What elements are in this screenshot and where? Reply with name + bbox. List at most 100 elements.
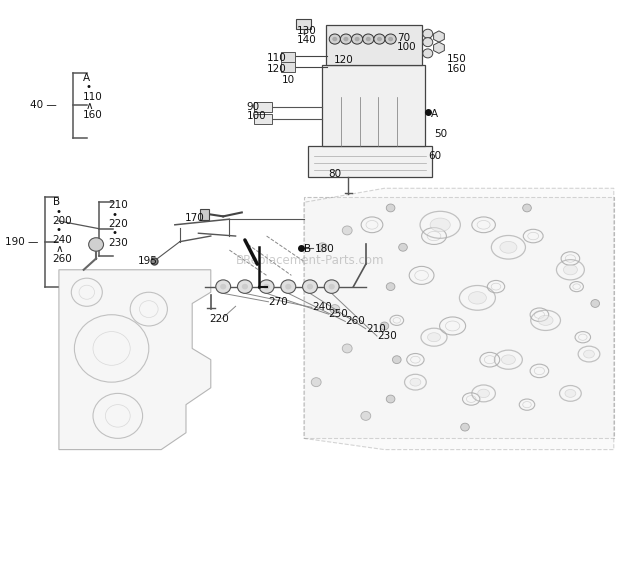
Text: 120: 120 [334, 55, 353, 65]
Circle shape [399, 243, 407, 251]
Circle shape [342, 226, 352, 235]
Text: •: • [56, 207, 62, 217]
Text: 260: 260 [53, 253, 73, 264]
Circle shape [423, 38, 433, 47]
Polygon shape [304, 188, 614, 450]
Text: B: B [53, 197, 60, 207]
Text: A: A [431, 108, 438, 119]
Text: 180: 180 [315, 244, 335, 254]
Text: 120: 120 [267, 64, 286, 74]
Text: B: B [304, 244, 311, 254]
Ellipse shape [565, 389, 576, 397]
Bar [304, 197, 614, 438]
Circle shape [423, 29, 433, 38]
Circle shape [361, 411, 371, 420]
Ellipse shape [478, 389, 490, 398]
Circle shape [386, 283, 395, 291]
Circle shape [332, 37, 337, 42]
Text: 40 —: 40 — [30, 100, 56, 110]
Bar [254, 114, 272, 124]
Text: 250: 250 [329, 309, 348, 319]
Circle shape [330, 305, 340, 314]
Text: 70: 70 [397, 33, 410, 43]
Text: 210: 210 [108, 200, 128, 210]
Ellipse shape [583, 350, 595, 358]
Polygon shape [59, 270, 211, 450]
Text: •: • [86, 82, 92, 92]
Text: 110: 110 [267, 53, 286, 63]
Circle shape [343, 37, 348, 42]
Ellipse shape [410, 378, 421, 386]
Text: 90: 90 [247, 102, 260, 112]
Bar [281, 52, 294, 62]
Text: 260: 260 [345, 316, 365, 327]
Text: 200: 200 [53, 216, 73, 226]
Circle shape [340, 34, 352, 44]
Text: 100: 100 [397, 42, 417, 52]
Circle shape [264, 284, 270, 289]
Text: ∧: ∧ [86, 101, 93, 111]
Text: 80: 80 [329, 169, 342, 179]
Circle shape [242, 284, 248, 289]
Circle shape [259, 280, 274, 293]
Text: •: • [112, 228, 118, 238]
Ellipse shape [538, 315, 553, 325]
Text: 150: 150 [446, 54, 466, 64]
Text: 190 —: 190 — [5, 237, 38, 247]
Circle shape [307, 284, 313, 289]
Circle shape [352, 34, 363, 44]
Text: 160: 160 [446, 64, 466, 74]
Circle shape [423, 49, 433, 58]
Text: 230: 230 [108, 238, 128, 248]
Text: 220: 220 [108, 219, 128, 229]
Text: •: • [112, 210, 118, 220]
Text: 210: 210 [366, 324, 386, 334]
Ellipse shape [564, 265, 577, 275]
Text: •: • [56, 225, 62, 235]
Circle shape [216, 280, 231, 293]
Ellipse shape [428, 333, 440, 342]
Circle shape [237, 280, 252, 293]
Circle shape [324, 280, 339, 293]
Circle shape [311, 378, 321, 387]
Circle shape [380, 322, 389, 330]
Circle shape [220, 284, 226, 289]
Text: 220: 220 [210, 314, 229, 324]
Text: 100: 100 [247, 111, 267, 121]
Circle shape [355, 37, 360, 42]
Bar [326, 25, 422, 65]
Text: A: A [82, 72, 89, 83]
Circle shape [285, 284, 291, 289]
Circle shape [317, 243, 327, 252]
Circle shape [591, 300, 600, 307]
Circle shape [385, 34, 396, 44]
Circle shape [303, 280, 317, 293]
Text: 195: 195 [138, 256, 157, 266]
Circle shape [342, 344, 352, 353]
Circle shape [89, 238, 104, 251]
Text: 160: 160 [82, 110, 102, 120]
Circle shape [523, 204, 531, 212]
Text: 110: 110 [82, 92, 102, 102]
Circle shape [386, 204, 395, 212]
Circle shape [329, 284, 335, 289]
Circle shape [281, 280, 296, 293]
Text: 130: 130 [296, 26, 316, 36]
Ellipse shape [469, 292, 487, 304]
Text: 140: 140 [296, 35, 316, 46]
Text: 60: 60 [428, 151, 441, 161]
Text: 170: 170 [185, 213, 205, 223]
Bar [200, 209, 209, 220]
Text: 230: 230 [377, 331, 397, 341]
Circle shape [386, 395, 395, 403]
Circle shape [366, 37, 371, 42]
Text: 50: 50 [434, 129, 447, 139]
Circle shape [392, 356, 401, 364]
Text: 270: 270 [268, 297, 288, 307]
Circle shape [377, 37, 382, 42]
Circle shape [363, 34, 374, 44]
Circle shape [374, 34, 385, 44]
Text: ∧: ∧ [56, 244, 63, 254]
Circle shape [461, 423, 469, 431]
Ellipse shape [502, 355, 515, 365]
